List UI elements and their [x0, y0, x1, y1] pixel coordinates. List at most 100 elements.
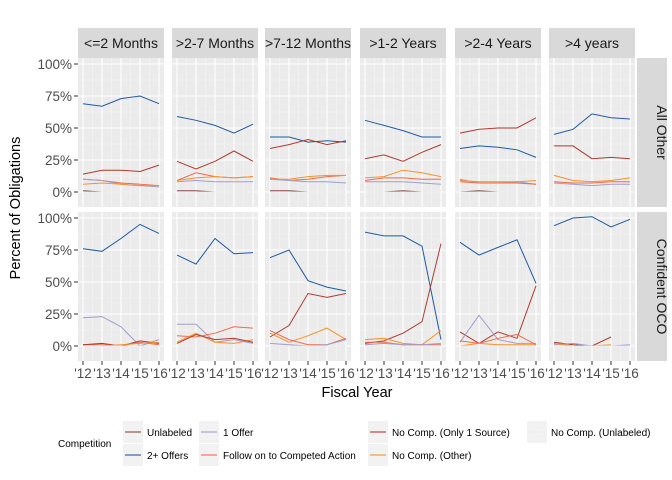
y-tick-label: 0%	[52, 339, 72, 354]
legend-item: No Comp. (Only 1 Source)	[368, 421, 510, 443]
panel-series	[269, 249, 347, 347]
legend-title: Competition	[58, 439, 111, 450]
x-tick-label: '12	[545, 366, 563, 381]
series-line	[459, 333, 537, 346]
series-line	[82, 223, 160, 252]
column-strip-label: >4 years	[565, 35, 619, 51]
panel	[360, 58, 446, 207]
x-tick-label: '13	[564, 366, 582, 381]
axes-layer: 0%25%50%75%100%0%25%50%75%100%'12'13'14 '…	[37, 57, 638, 381]
series-line	[269, 138, 347, 149]
series-line	[459, 314, 536, 344]
column-strip	[549, 28, 635, 58]
panel-series	[553, 113, 631, 193]
series-line	[270, 136, 347, 143]
legend-item: 2+ Offers	[123, 444, 188, 466]
panel-series	[553, 216, 631, 347]
series-line	[82, 316, 160, 347]
column-strip	[265, 28, 351, 58]
panel-series	[459, 117, 537, 193]
x-tick-label: '14	[112, 366, 130, 381]
x-tick-label: '12	[451, 366, 469, 381]
series-line	[365, 181, 442, 185]
x-tick-label: '15	[508, 366, 526, 381]
panel-series	[269, 136, 347, 193]
series-line	[176, 150, 254, 170]
series-line	[176, 333, 254, 344]
y-tick-label: 100%	[37, 211, 72, 226]
column-strip-label: >1-2 Years	[369, 35, 436, 51]
series-line	[459, 180, 537, 183]
legend-label: No Comp. (Unlabeled)	[551, 428, 651, 439]
panel	[78, 58, 164, 207]
x-tick-label: '16	[621, 366, 639, 381]
y-axis-title: Percent of Obligations	[8, 137, 24, 280]
row-strip	[637, 212, 667, 361]
column-strip	[455, 28, 541, 58]
legend-label: 2+ Offers	[147, 451, 188, 462]
series-line	[269, 249, 347, 292]
column-strip	[360, 28, 446, 58]
panels-layer: <=2 Months >2-7 Months >7-12 Months >1-2 Ye…	[78, 28, 670, 361]
x-tick-label: '12	[168, 366, 186, 381]
x-tick-label: '15	[225, 366, 243, 381]
series-line	[82, 182, 159, 187]
y-tick-label: 25%	[45, 307, 72, 322]
series-line	[364, 144, 442, 162]
y-tick-label: 100%	[37, 57, 72, 72]
x-tick-label: '13	[375, 366, 393, 381]
column-strip	[78, 28, 164, 58]
legend-label: No Comp. (Other)	[392, 451, 471, 462]
series-line	[82, 164, 160, 175]
series-line	[364, 119, 441, 138]
x-tick-label: '16	[432, 366, 450, 381]
series-line	[553, 182, 630, 187]
y-tick-label: 0%	[52, 185, 72, 200]
x-tick-label: '12	[74, 366, 92, 381]
panel	[549, 212, 635, 361]
series-line	[176, 237, 254, 265]
series-line	[554, 145, 631, 160]
series-line	[364, 177, 441, 181]
panel	[172, 212, 258, 361]
legend-label: 1 Offer	[223, 428, 254, 439]
legend-label: No Comp. (Only 1 Source)	[392, 428, 510, 439]
y-tick-label: 25%	[45, 153, 72, 168]
x-axis-title: Fiscal Year	[322, 385, 393, 401]
column-strip-label: <=2 Months	[84, 35, 158, 51]
row-strip-label: Confident OCO	[654, 239, 670, 335]
legend-label: Unlabeled	[147, 428, 192, 439]
panel	[549, 58, 635, 207]
x-tick-label: '16	[150, 366, 168, 381]
legend-item: Follow on to Competed Action	[199, 444, 356, 466]
series-line	[364, 330, 442, 346]
y-tick-label: 75%	[45, 89, 72, 104]
column-strip-label: >2-4 Years	[464, 35, 531, 51]
series-line	[459, 181, 537, 185]
series-line	[553, 181, 630, 184]
panel-series	[364, 119, 442, 193]
x-tick-label: '13	[280, 366, 298, 381]
series-line	[459, 342, 536, 347]
legend-item: No Comp. (Other)	[368, 444, 471, 466]
series-line	[459, 145, 537, 158]
legend: Competition Unlabeled 2+ Offers 1 Offer Foll…	[58, 421, 651, 466]
x-tick-label: '14	[583, 366, 601, 381]
panel-series	[82, 223, 160, 347]
y-tick-label: 75%	[45, 243, 72, 258]
series-line	[364, 231, 442, 340]
x-tick-label: '15	[131, 366, 149, 381]
y-tick-label: 50%	[45, 121, 72, 136]
y-tick-label: 50%	[45, 275, 72, 290]
column-strip-label: >2-7 Months	[176, 35, 254, 51]
legend-label: Follow on to Competed Action	[223, 451, 356, 462]
series-line	[553, 216, 631, 228]
legend-item: No Comp. (Unlabeled)	[527, 421, 651, 443]
series-line	[176, 179, 253, 183]
series-line	[553, 174, 631, 183]
series-line	[269, 178, 347, 184]
x-tick-label: '12	[356, 366, 374, 381]
panel-series	[176, 116, 254, 193]
legend-item: Unlabeled	[123, 421, 192, 443]
x-tick-label: '15	[602, 366, 620, 381]
